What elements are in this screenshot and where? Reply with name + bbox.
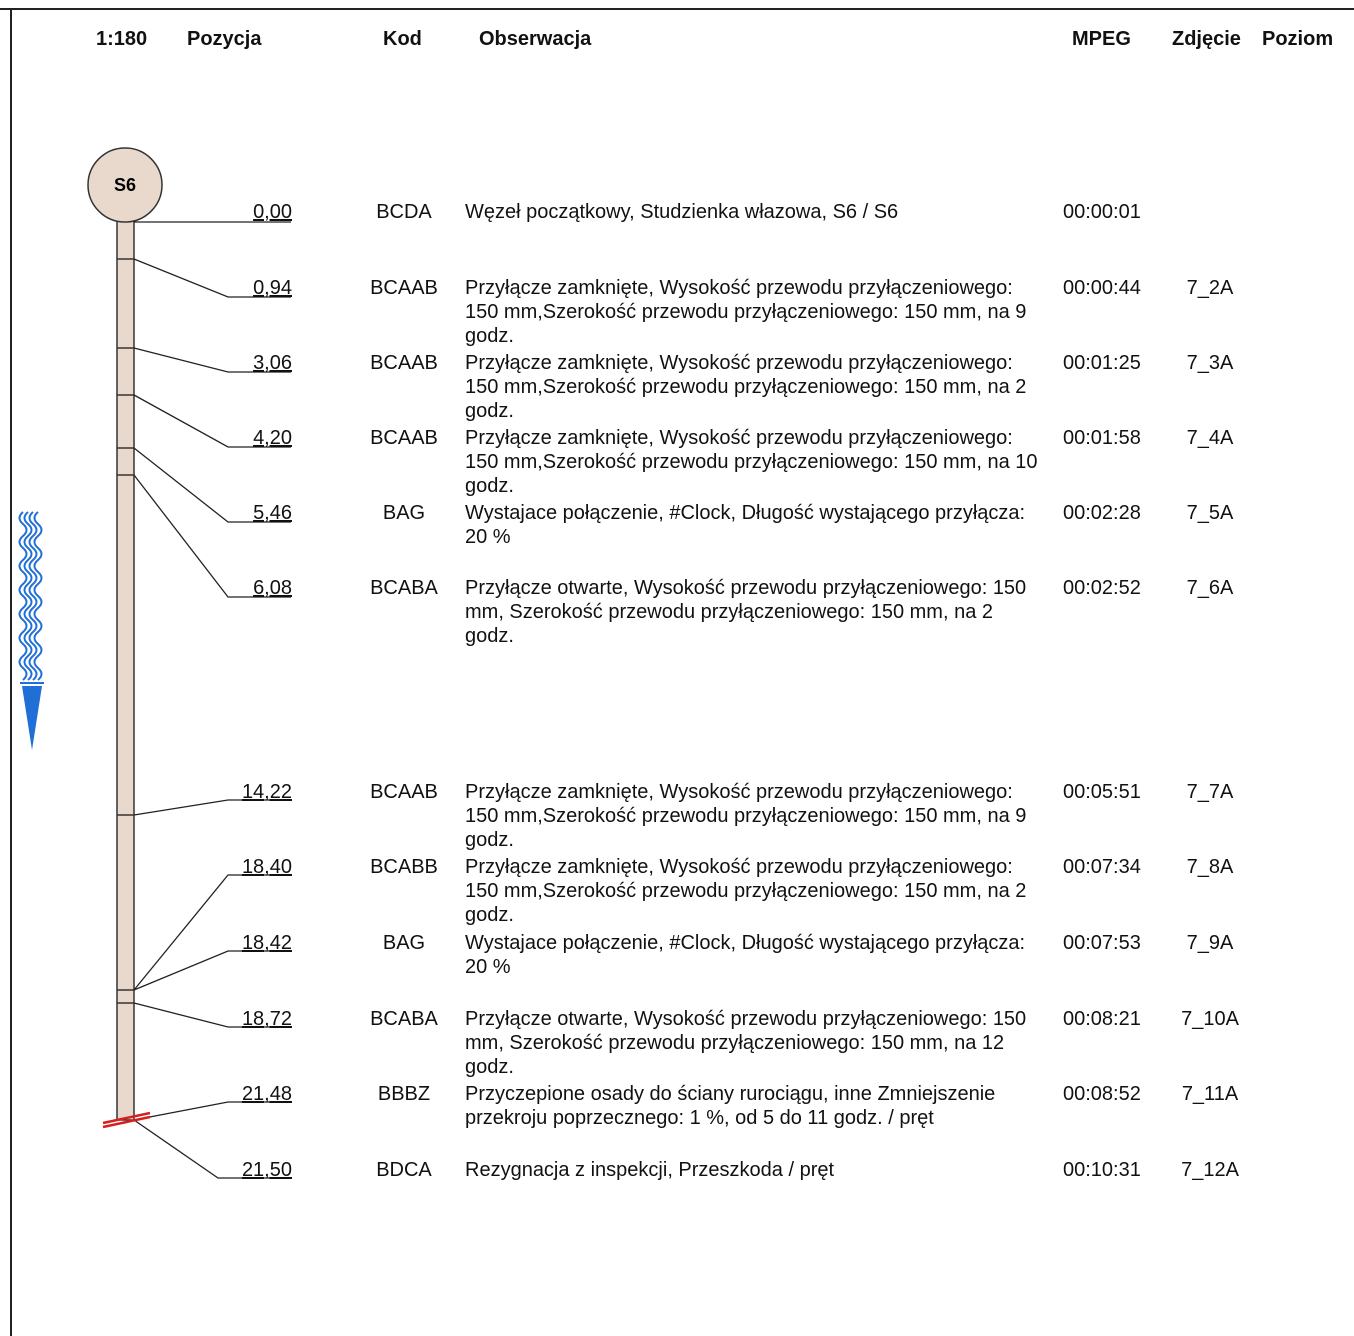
row-mpeg: 00:00:44 [1063, 277, 1141, 299]
row-photo: 7_7A [1186, 781, 1234, 803]
header-mpeg: MPEG [1072, 28, 1131, 50]
row-code: BCABA [370, 1008, 438, 1030]
row-mpeg: 00:00:01 [1063, 201, 1141, 223]
row-photo: 7_9A [1186, 932, 1234, 954]
row-mpeg: 00:08:21 [1063, 1008, 1141, 1030]
row-mpeg: 00:07:34 [1063, 856, 1141, 878]
row-photo: 7_10A [1181, 1008, 1239, 1030]
frame-left-border [10, 8, 12, 1336]
row-code: BCAAB [370, 427, 438, 449]
header-kod: Kod [383, 28, 422, 50]
row-photo: 7_8A [1186, 856, 1234, 878]
row-photo: 7_3A [1186, 352, 1234, 374]
header-poziom: Poziom [1262, 28, 1334, 50]
row-photo: 7_12A [1181, 1159, 1239, 1181]
row-observation: Wystajace połączenie, #Clock, Długość wy… [465, 932, 1026, 978]
row-mpeg: 00:02:52 [1063, 577, 1141, 599]
header-pozycja: Pozycja [187, 28, 262, 50]
leader-lines [133, 221, 292, 1179]
row-observation: Przyłącze zamknięte, Wysokość przewodu p… [465, 277, 1027, 347]
flow-direction-arrow [18, 511, 44, 750]
row-position: 4,20 [253, 427, 292, 449]
row-position: 5,46 [253, 502, 292, 524]
row-observation: Węzeł początkowy, Studzienka właz­owa, S… [465, 201, 899, 223]
row-mpeg: 00:08:52 [1063, 1083, 1141, 1105]
header-zdjecie: Zdjęcie [1172, 28, 1241, 50]
row-code: BCDA [376, 201, 432, 223]
row-observation: Przyłącze zamknięte, Wysokość przewodu p… [465, 352, 1027, 422]
row-observation: Przyłącze zamknięte, Wysokość przewodu p… [465, 856, 1027, 926]
row-code: BAG [382, 502, 426, 524]
start-node-label: S6 [114, 175, 136, 195]
row-position: 18,40 [241, 856, 292, 878]
row-observation: Przyłącze otwarte, Wysokość przewodu prz… [465, 577, 1027, 647]
row-code: BCAAB [370, 277, 438, 299]
row-position: 0,00 [253, 201, 292, 223]
row-mpeg: 00:05:51 [1063, 781, 1141, 803]
header-obserwacja: Obserwacja [479, 28, 592, 50]
row-mpeg: 00:07:53 [1063, 932, 1141, 954]
row-observation: Przyczepione osady do ściany rurociągu, … [465, 1083, 996, 1129]
end-mark [102, 1111, 151, 1129]
row-position: 21,48 [241, 1083, 292, 1105]
row-position: 21,50 [241, 1159, 292, 1181]
row-photo: 7_5A [1186, 502, 1234, 524]
row-photo: 7_2A [1186, 277, 1234, 299]
row-photo: 7_11A [1181, 1083, 1239, 1105]
row-observation: Wystajace połączenie, #Clock, Długość wy… [465, 502, 1026, 548]
row-code: BCAAB [370, 781, 438, 803]
row-position: 3,06 [253, 352, 292, 374]
row-code: BBBZ [377, 1083, 431, 1105]
row-mpeg: 00:02:28 [1063, 502, 1141, 524]
row-position: 0,94 [253, 277, 292, 299]
row-code: BCABA [370, 577, 438, 599]
row-photo: 7_6A [1186, 577, 1234, 599]
frame-top-border [0, 8, 1354, 10]
row-photo: 7_4A [1186, 427, 1234, 449]
row-mpeg: 00:01:58 [1063, 427, 1141, 449]
row-position: 14,22 [241, 781, 292, 803]
row-code: BDCA [376, 1159, 432, 1181]
header-scale: 1:180 [96, 28, 148, 50]
pipe-segment-ticks [117, 258, 134, 1004]
row-observation: Rezygnacja z inspekcji, Przeszkoda / prę… [465, 1159, 835, 1181]
row-position: 18,72 [241, 1008, 292, 1030]
pipe-body [116, 209, 135, 1121]
row-observation: Przyłącze zamknięte, Wysokość przewodu p… [465, 427, 1038, 497]
row-mpeg: 00:10:31 [1063, 1159, 1141, 1181]
row-observation: Przyłącze otwarte, Wysokość przewodu prz… [465, 1008, 1027, 1078]
row-mpeg: 00:01:25 [1063, 352, 1141, 374]
row-code: BAG [382, 932, 426, 954]
start-node-circle [87, 147, 163, 223]
row-observation: Przyłącze zamknięte, Wysokość przewodu p… [465, 781, 1027, 851]
row-code: BCAAB [370, 352, 438, 374]
row-position: 18,42 [241, 932, 292, 954]
row-code: BCABB [370, 856, 438, 878]
row-position: 6,08 [253, 577, 292, 599]
